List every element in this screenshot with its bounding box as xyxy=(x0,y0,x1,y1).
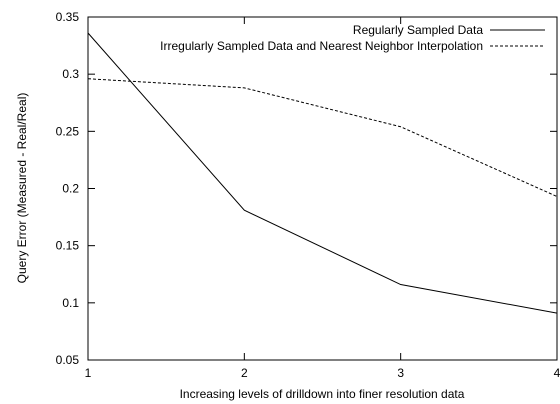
x-axis-ticks: 1 2 3 4 xyxy=(85,17,560,380)
y-tick-label: 0.25 xyxy=(56,124,80,138)
series-line-2 xyxy=(87,78,558,197)
series-layer xyxy=(87,32,558,314)
y-tick-label: 0.1 xyxy=(62,296,79,310)
legend-label-1: Regularly Sampled Data xyxy=(353,23,483,37)
y-tick-label: 0.15 xyxy=(56,239,80,253)
series-line-1 xyxy=(87,32,558,314)
legend-label-2: Irregularly Sampled Data and Nearest Nei… xyxy=(160,39,483,53)
x-tick-label: 3 xyxy=(397,366,404,380)
x-tick-label: 2 xyxy=(241,366,248,380)
x-axis-title: Increasing levels of drilldown into fine… xyxy=(180,387,465,401)
legend: Regularly Sampled Data Irregularly Sample… xyxy=(160,23,545,53)
x-tick-label: 1 xyxy=(85,366,92,380)
plot-frame xyxy=(87,16,558,361)
y-tick-label: 0.05 xyxy=(56,353,80,367)
y-tick-label: 0.2 xyxy=(62,182,79,196)
x-tick-label: 4 xyxy=(554,366,560,380)
y-axis-ticks: 0.05 0.1 0.15 0.2 0.25 0.3 0.35 xyxy=(56,10,557,367)
y-tick-label: 0.3 xyxy=(62,67,79,81)
y-axis-title: Query Error (Measured - Real/Real) xyxy=(15,93,29,284)
y-tick-label: 0.35 xyxy=(56,10,80,24)
